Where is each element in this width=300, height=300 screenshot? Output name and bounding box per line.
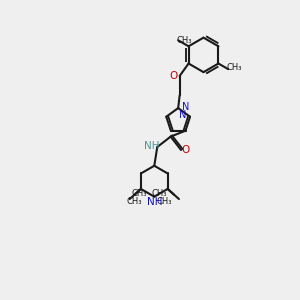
Text: N: N [182, 102, 189, 112]
Text: CH₃: CH₃ [227, 63, 242, 72]
Text: CH₃: CH₃ [127, 196, 142, 206]
Text: N: N [179, 110, 187, 120]
Text: NH: NH [144, 140, 160, 151]
Text: CH₃: CH₃ [152, 189, 167, 198]
Text: O: O [182, 145, 190, 155]
Text: CH₃: CH₃ [157, 196, 172, 206]
Text: NH: NH [146, 197, 162, 207]
Text: CH₃: CH₃ [132, 189, 147, 198]
Text: CH₃: CH₃ [177, 36, 192, 45]
Text: O: O [169, 71, 178, 81]
